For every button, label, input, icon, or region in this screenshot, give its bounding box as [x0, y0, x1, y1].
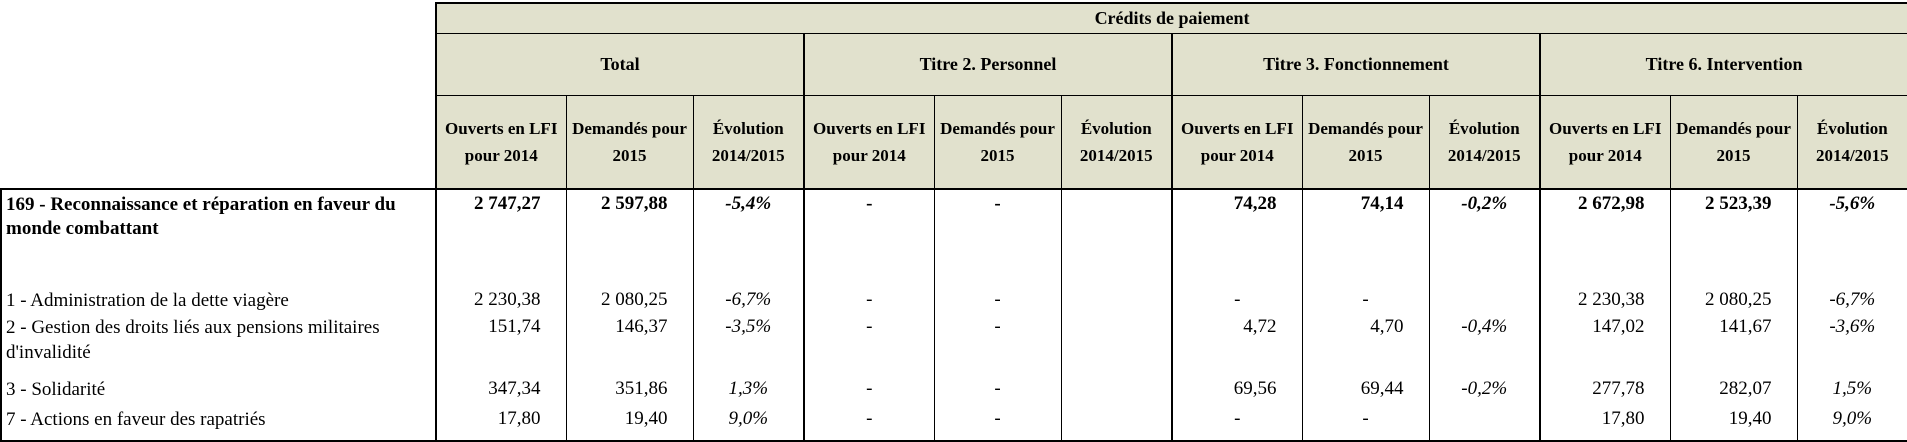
corner-spacer [1, 3, 436, 189]
cell: 147,02 [1539, 313, 1671, 376]
col-header-demandes-2015: Demandés pour 2015 [565, 94, 694, 190]
cell: -0,2% [1428, 188, 1541, 286]
table-title: Crédits de paiement [434, 2, 1907, 34]
row-label-169: 169 - Reconnaissance et réparation en fa… [0, 188, 437, 286]
cell: 2 747,27 [435, 188, 567, 286]
col-header-evolution: Évolution 2014/2015 [1428, 94, 1541, 190]
cell: 74,14 [1301, 188, 1430, 286]
col-header-ouverts-lfi-2014: Ouverts en LFI pour 2014 [435, 94, 567, 190]
col-header-ouverts-lfi-2014: Ouverts en LFI pour 2014 [803, 94, 935, 190]
cell: - [933, 286, 1062, 314]
cell: 69,56 [1171, 375, 1303, 406]
col-header-demandes-2015: Demandés pour 2015 [1669, 94, 1798, 190]
cell-empty [1428, 405, 1541, 442]
row-label-1: 1 - Administration de la dette viagère [0, 286, 437, 314]
cell: - [1301, 405, 1430, 442]
cell: -0,4% [1428, 313, 1541, 376]
col-header-demandes-2015: Demandés pour 2015 [933, 94, 1062, 190]
cell-empty [1060, 313, 1173, 376]
cell: 2 672,98 [1539, 188, 1671, 286]
cell: 351,86 [565, 375, 694, 406]
cell: - [1171, 286, 1303, 314]
col-header-evolution: Évolution 2014/2015 [1796, 94, 1907, 190]
col-header-ouverts-lfi-2014: Ouverts en LFI pour 2014 [1171, 94, 1303, 190]
cell: -5,4% [692, 188, 805, 286]
group-header-titre3-fonctionnement: Titre 3. Fonctionnement [1171, 32, 1541, 96]
cell: - [803, 313, 935, 376]
group-header-titre6-intervention: Titre 6. Intervention [1538, 32, 1907, 96]
cell: - [803, 375, 935, 406]
cell: 347,34 [435, 375, 567, 406]
cell: 141,67 [1669, 313, 1798, 376]
cell: 1,5% [1796, 375, 1907, 406]
cell: 1,3% [692, 375, 805, 406]
cell: -5,6% [1796, 188, 1907, 286]
cell: 4,70 [1301, 313, 1430, 376]
cell-empty [1060, 286, 1173, 314]
cell: - [933, 375, 1062, 406]
cell: - [803, 405, 935, 442]
cell: - [1171, 405, 1303, 442]
cell: 9,0% [1796, 405, 1907, 442]
group-header-titre2-personnel: Titre 2. Personnel [803, 32, 1173, 96]
cell: - [803, 286, 935, 314]
cell: - [933, 188, 1062, 286]
cell: 19,40 [1669, 405, 1798, 442]
cell: 17,80 [435, 405, 567, 442]
row-label-7: 7 - Actions en faveur des rapatriés [0, 405, 437, 442]
cell: 74,28 [1171, 188, 1303, 286]
cell: 2 230,38 [435, 286, 567, 314]
cell: 9,0% [692, 405, 805, 442]
cell: 17,80 [1539, 405, 1671, 442]
cell-empty [1060, 405, 1173, 442]
cell: 2 523,39 [1669, 188, 1798, 286]
cell: 2 597,88 [565, 188, 694, 286]
cell: 69,44 [1301, 375, 1430, 406]
cell: 277,78 [1539, 375, 1671, 406]
group-header-total: Total [435, 32, 805, 96]
col-header-evolution: Évolution 2014/2015 [692, 94, 805, 190]
cell: 2 230,38 [1539, 286, 1671, 314]
cell: -3,6% [1796, 313, 1907, 376]
cell: - [1301, 286, 1430, 314]
cell: 2 080,25 [1669, 286, 1798, 314]
cell: 19,40 [565, 405, 694, 442]
cell-empty [1428, 286, 1541, 314]
col-header-ouverts-lfi-2014: Ouverts en LFI pour 2014 [1539, 94, 1671, 190]
cell: -0,2% [1428, 375, 1541, 406]
cell: 146,37 [565, 313, 694, 376]
cell: 2 080,25 [565, 286, 694, 314]
cell-empty [1060, 375, 1173, 406]
cell: 282,07 [1669, 375, 1798, 406]
cell: - [803, 188, 935, 286]
col-header-demandes-2015: Demandés pour 2015 [1301, 94, 1430, 190]
cell: -3,5% [692, 313, 805, 376]
col-header-evolution: Évolution 2014/2015 [1060, 94, 1173, 190]
cell: 4,72 [1171, 313, 1303, 376]
cell: -6,7% [692, 286, 805, 314]
cell: -6,7% [1796, 286, 1907, 314]
cell: - [933, 405, 1062, 442]
row-label-3: 3 - Solidarité [0, 375, 437, 406]
row-label-2: 2 - Gestion des droits liés aux pensions… [0, 313, 437, 376]
cell: 151,74 [435, 313, 567, 376]
cell-empty [1060, 188, 1173, 286]
cell: - [933, 313, 1062, 376]
